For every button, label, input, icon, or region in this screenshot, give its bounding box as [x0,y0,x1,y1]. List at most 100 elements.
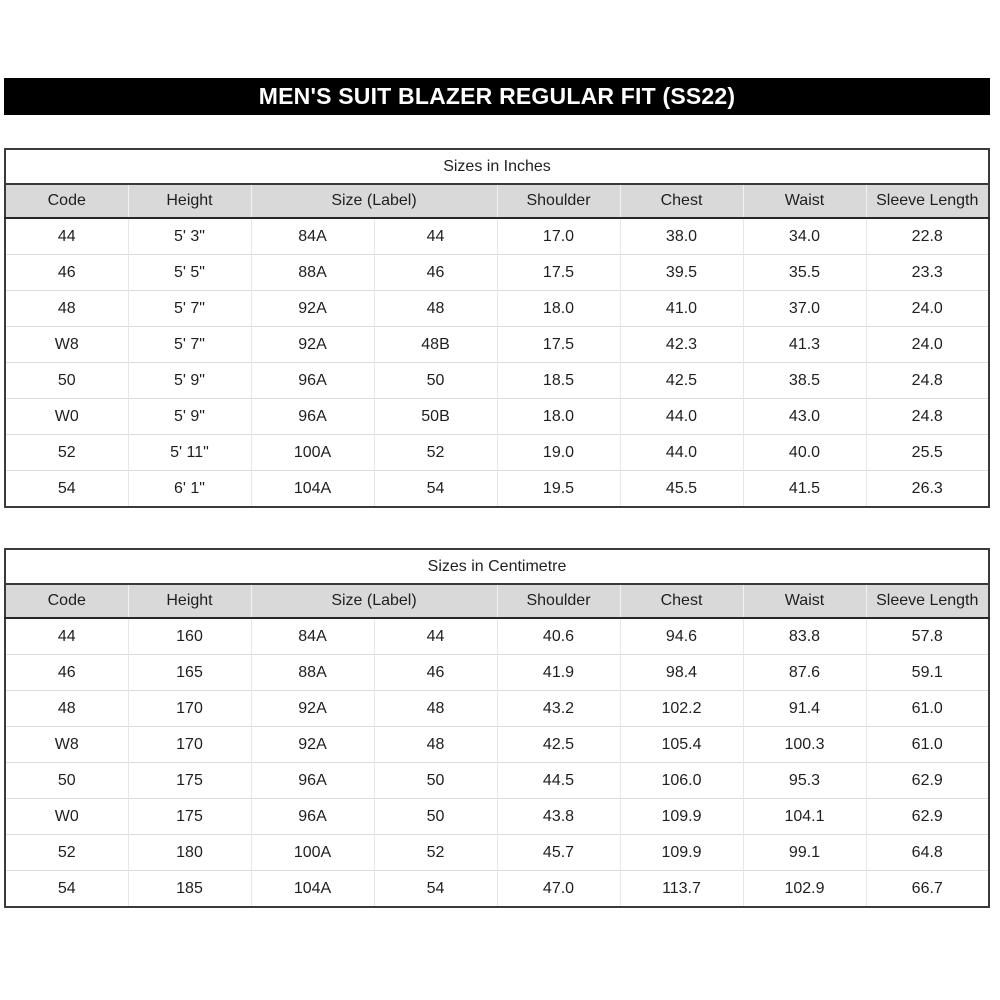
table-cell: 99.1 [742,834,866,871]
table-cell: 83.8 [742,617,866,655]
table-cell: 19.0 [496,434,620,471]
table-cell: 91.4 [742,690,866,727]
table-cell: 62.9 [865,762,989,799]
table-cell: 41.3 [742,326,866,363]
table-cell: 38.5 [742,362,866,399]
table-cell: 100A [250,434,374,471]
column-header: Size (Label) [250,184,497,219]
table-cell: 44 [373,617,497,655]
table-cell: 92A [250,690,374,727]
table-row: 48 170 92A 48 43.2 102.2 91.4 61.0 [5,690,989,727]
table-cell: 92A [250,290,374,327]
table-cell: 18.0 [496,398,620,435]
title-bar: MEN'S SUIT BLAZER REGULAR FIT (SS22) [4,78,990,115]
table-cell: 64.8 [865,834,989,871]
table-cell: 5' 3" [127,217,251,255]
table-cell: 5' 9" [127,362,251,399]
table-cell: W8 [5,326,128,363]
column-header: Chest [619,584,743,619]
table-cell: 46 [5,654,128,691]
table-cell: 43.0 [742,398,866,435]
table-row: 44 160 84A 44 40.6 94.6 83.8 57.8 [5,617,989,655]
table-cell: 50B [373,398,497,435]
table-cell: 50 [373,762,497,799]
table-cell: 40.6 [496,617,620,655]
table-cell: 54 [5,470,128,507]
table-cell: 48 [373,726,497,763]
table-cell: 100.3 [742,726,866,763]
table-cell: 5' 7" [127,326,251,363]
table-cell: 44.5 [496,762,620,799]
table-cell: 44 [373,217,497,255]
table-cell: 43.8 [496,798,620,835]
table-cell: 52 [373,834,497,871]
table-cell: 41.0 [619,290,743,327]
table-cell: 37.0 [742,290,866,327]
table-cell: 54 [5,870,128,907]
table-cell: 48 [5,690,128,727]
table-cell: 18.0 [496,290,620,327]
table-cell: 39.5 [619,254,743,291]
table-cell: 57.8 [865,617,989,655]
table-row: W8 5' 7" 92A 48B 17.5 42.3 41.3 24.0 [5,326,989,363]
table-caption: Sizes in Inches [5,149,989,185]
table-row: 46 5' 5" 88A 46 17.5 39.5 35.5 23.3 [5,254,989,291]
table-cell: 66.7 [865,870,989,907]
table-cell: 48 [373,290,497,327]
table-cell: 96A [250,362,374,399]
table-cell: 17.5 [496,254,620,291]
table-caption-row: Sizes in Centimetre [5,549,989,585]
table-row: 52 180 100A 52 45.7 109.9 99.1 64.8 [5,834,989,871]
column-header: Height [127,584,251,619]
table-cell: 26.3 [865,470,989,507]
table-cell: 48B [373,326,497,363]
table-cell: 109.9 [619,834,743,871]
table-cell: 5' 5" [127,254,251,291]
table-cell: 106.0 [619,762,743,799]
table-cell: 62.9 [865,798,989,835]
table-cell: 41.5 [742,470,866,507]
table-cell: 6' 1" [127,470,251,507]
column-header: Height [127,184,251,219]
table-cell: W0 [5,398,128,435]
table-cell: 46 [373,654,497,691]
table-cell: 61.0 [865,726,989,763]
table-cell: 42.5 [496,726,620,763]
table-cell: W8 [5,726,128,763]
table-cell: 45.7 [496,834,620,871]
table-cell: 44.0 [619,398,743,435]
table-cell: 23.3 [865,254,989,291]
table-row: 48 5' 7" 92A 48 18.0 41.0 37.0 24.0 [5,290,989,327]
table-cell: 109.9 [619,798,743,835]
table-row: W8 170 92A 48 42.5 105.4 100.3 61.0 [5,726,989,763]
table-cell: 40.0 [742,434,866,471]
table-row: 50 175 96A 50 44.5 106.0 95.3 62.9 [5,762,989,799]
table-cell: 48 [373,690,497,727]
table-cell: 52 [5,834,128,871]
table-cell: 102.9 [742,870,866,907]
table-cell: 180 [127,834,251,871]
table-cell: 92A [250,326,374,363]
table-cell: 50 [5,362,128,399]
table-cell: 160 [127,617,251,655]
table-cell: 104.1 [742,798,866,835]
table-cell: 96A [250,798,374,835]
table-cell: 170 [127,726,251,763]
table-cell: 5' 11" [127,434,251,471]
column-header: Waist [742,184,866,219]
column-header: Chest [619,184,743,219]
table-cell: 88A [250,254,374,291]
column-header: Code [5,584,128,619]
table-cell: 50 [373,362,497,399]
table-cell: 17.0 [496,217,620,255]
table-cell: 42.5 [619,362,743,399]
table-cell: 25.5 [865,434,989,471]
table-cell: 84A [250,217,374,255]
column-header: Shoulder [496,184,620,219]
table-row: 52 5' 11" 100A 52 19.0 44.0 40.0 25.5 [5,434,989,471]
table-cell: 84A [250,617,374,655]
table-cell: 44.0 [619,434,743,471]
table-row: 44 5' 3" 84A 44 17.0 38.0 34.0 22.8 [5,217,989,255]
table-cell: 50 [373,798,497,835]
table-cell: 95.3 [742,762,866,799]
